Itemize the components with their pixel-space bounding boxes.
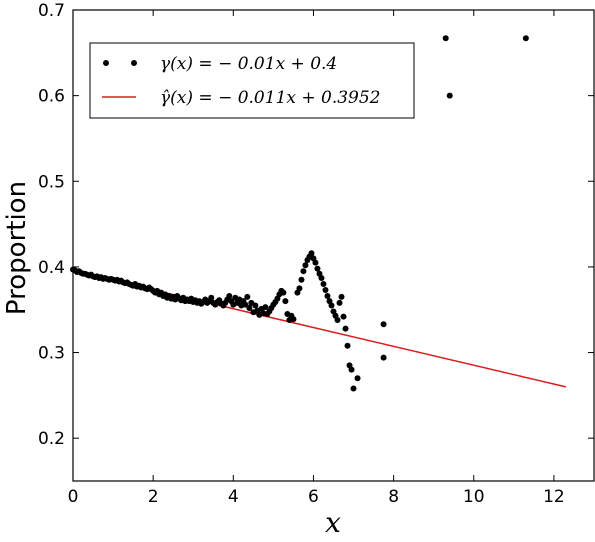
data-point: [344, 342, 351, 349]
data-point: [442, 35, 449, 42]
data-point: [302, 262, 309, 269]
data-point: [242, 301, 249, 308]
data-point: [296, 285, 303, 292]
data-point: [336, 299, 343, 306]
data-point: [354, 375, 361, 382]
data-point: [334, 317, 341, 324]
y-tick-label: 0.2: [38, 429, 65, 449]
data-point: [522, 35, 529, 42]
data-point: [328, 302, 335, 309]
data-point: [290, 316, 297, 323]
y-tick-label: 0.7: [38, 1, 65, 21]
data-point: [298, 276, 305, 283]
data-point: [348, 366, 355, 373]
x-tick-label: 2: [148, 487, 159, 507]
legend-marker-points: [131, 60, 137, 66]
x-tick-label: 4: [228, 487, 239, 507]
x-tick-label: 12: [543, 487, 565, 507]
x-tick-label: 10: [463, 487, 485, 507]
legend-box: [89, 42, 415, 119]
x-tick-label: 8: [388, 487, 399, 507]
x-tick-label: 6: [308, 487, 319, 507]
plot-frame: [72, 9, 595, 482]
data-point: [320, 281, 327, 288]
legend-label-points: γ(x) = − 0.01x + 0.4: [160, 54, 337, 74]
data-point: [208, 294, 215, 301]
x-axis-label: x: [325, 506, 341, 539]
data-point: [314, 265, 321, 272]
legend-marker-points: [103, 60, 109, 66]
data-point: [246, 305, 253, 312]
data-point: [244, 293, 251, 300]
data-point: [282, 298, 289, 305]
y-tick-label: 0.3: [38, 344, 65, 364]
data-point: [342, 325, 349, 332]
data-points-group: [70, 35, 529, 392]
y-tick-label: 0.5: [38, 172, 65, 192]
x-tick-label: 0: [68, 487, 79, 507]
data-point: [308, 250, 315, 257]
data-point: [318, 275, 325, 282]
data-point: [324, 293, 331, 300]
data-point: [226, 293, 233, 300]
data-point: [380, 321, 387, 328]
data-point: [340, 313, 347, 320]
data-point: [262, 304, 269, 311]
y-tick-label: 0.6: [38, 87, 65, 107]
data-point: [446, 92, 453, 99]
data-point: [350, 385, 357, 392]
legend-label-line: γ̂(x) = − 0.011x + 0.3952: [160, 88, 381, 108]
data-point: [322, 287, 329, 294]
data-point: [300, 268, 307, 275]
legend: γ(x) = − 0.01x + 0.4 γ̂(x) = − 0.011x + …: [89, 42, 415, 119]
data-point: [312, 259, 319, 266]
data-point: [338, 293, 345, 300]
y-tick-label: 0.4: [38, 258, 65, 278]
x-axis-ticks: 0 2 4 6 8 10 12: [68, 10, 565, 507]
data-point: [280, 289, 287, 296]
y-axis-ticks: 0.2 0.3 0.4 0.5 0.6 0.7: [38, 1, 594, 449]
data-point: [252, 302, 259, 309]
data-point: [380, 354, 387, 361]
y-axis-label: Proportion: [2, 181, 32, 315]
